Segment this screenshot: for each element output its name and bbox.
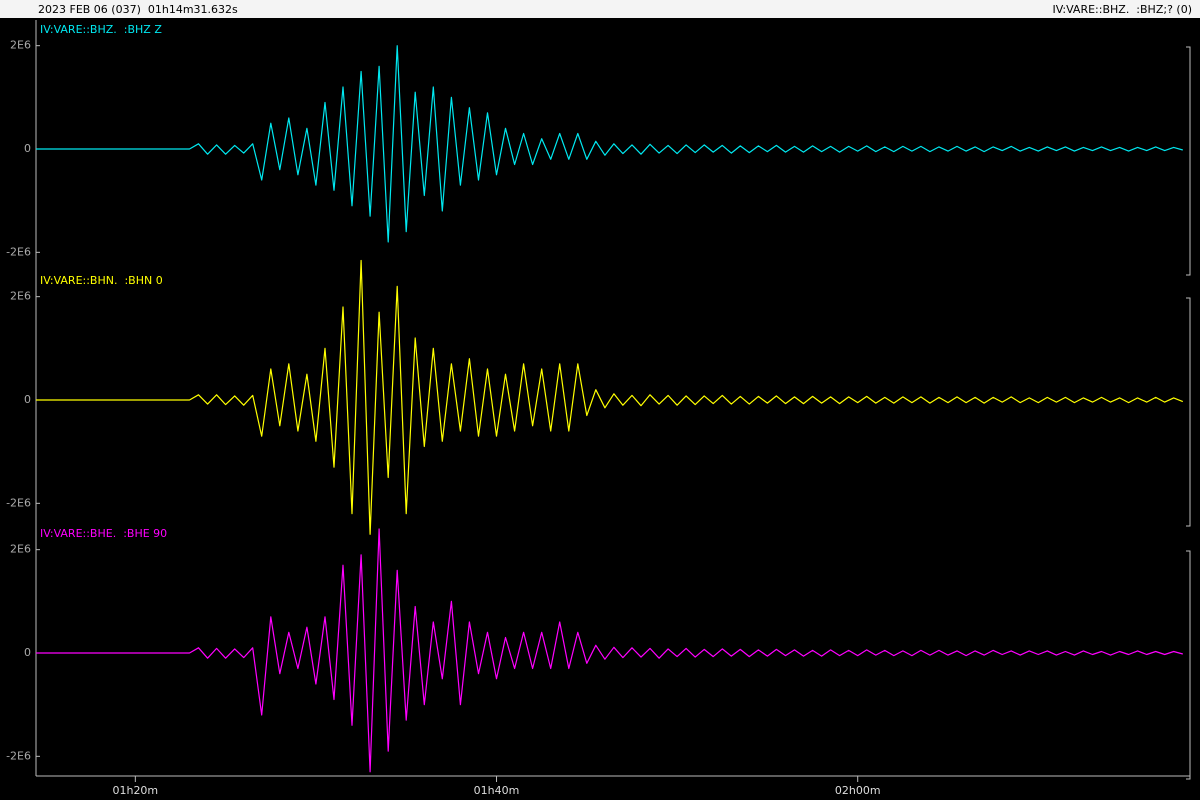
scale-bracket (1186, 550, 1191, 780)
y-tick-label: 0 (24, 142, 31, 155)
x-tick-label: 01h40m (474, 784, 520, 797)
y-tick-label: 0 (24, 646, 31, 659)
y-tick-label: -2E6 (6, 496, 31, 509)
y-tick-label: -2E6 (6, 749, 31, 762)
waveform (36, 528, 1183, 773)
scale-bracket (1186, 297, 1191, 527)
y-tick-label: 2E6 (10, 543, 31, 556)
header-channel: IV:VARE::BHZ. :BHZ;? (0) (1053, 3, 1192, 16)
y-tick-label: 0 (24, 393, 31, 406)
header-time: 2023 FEB 06 (037) 01h14m31.632s (38, 3, 238, 16)
y-tick-label: 2E6 (10, 290, 31, 303)
waveform (36, 259, 1184, 535)
header-bar (0, 0, 1200, 18)
channel-label: IV:VARE::BHN. :BHN 0 (40, 274, 163, 287)
channel-label: IV:VARE::BHZ. :BHZ Z (40, 23, 162, 36)
y-tick-label: 2E6 (10, 39, 31, 52)
x-tick-label: 02h00m (835, 784, 881, 797)
channel-label: IV:VARE::BHE. :BHE 90 (40, 527, 167, 540)
x-tick-label: 01h20m (112, 784, 158, 797)
scale-bracket (1186, 46, 1191, 276)
y-tick-label: -2E6 (6, 245, 31, 258)
waveform (36, 45, 1183, 243)
